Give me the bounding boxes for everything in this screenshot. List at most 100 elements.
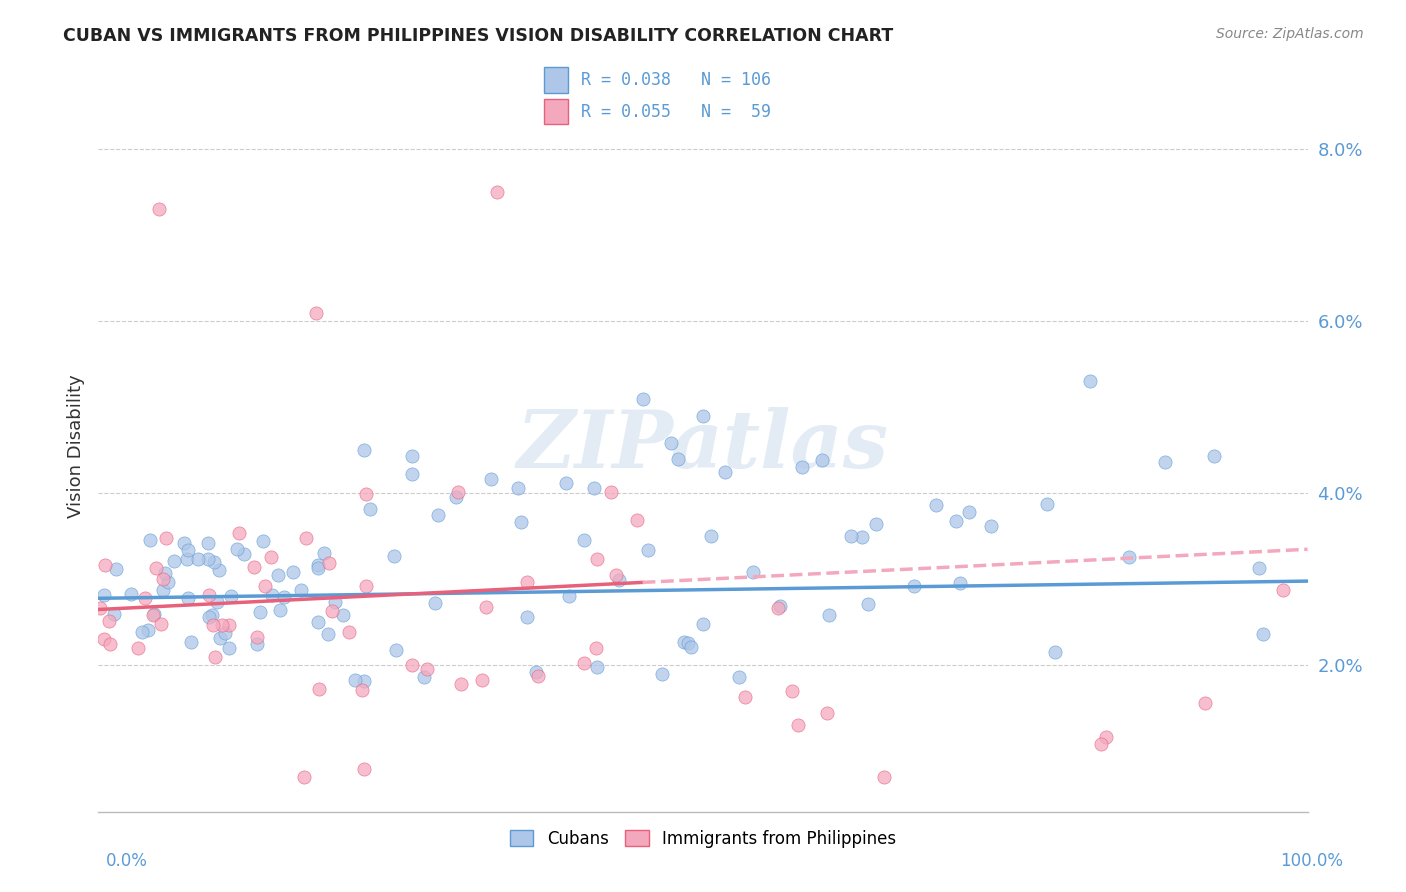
Text: Source: ZipAtlas.com: Source: ZipAtlas.com — [1216, 27, 1364, 41]
Point — [479, 472, 502, 486]
Point — [583, 481, 606, 495]
Point — [354, 487, 377, 501]
Point — [307, 615, 329, 629]
Text: 0.0%: 0.0% — [105, 852, 148, 870]
Point — [510, 516, 533, 530]
Point — [769, 599, 792, 613]
Point — [323, 595, 346, 609]
Point — [423, 596, 446, 610]
Point — [155, 531, 177, 545]
Point — [134, 591, 156, 605]
Point — [177, 543, 200, 558]
Point — [316, 626, 339, 640]
Point — [637, 543, 659, 558]
Legend: Cubans, Immigrants from Philippines: Cubans, Immigrants from Philippines — [503, 823, 903, 855]
Point — [94, 558, 117, 572]
Point — [401, 449, 423, 463]
Point — [1043, 645, 1066, 659]
Point — [1202, 449, 1225, 463]
Point — [98, 614, 121, 628]
Point — [150, 617, 173, 632]
Point — [204, 649, 226, 664]
Point — [1078, 375, 1101, 389]
Point — [253, 579, 276, 593]
Point — [572, 533, 595, 548]
Point — [232, 547, 254, 561]
Point — [218, 641, 240, 656]
Point — [631, 392, 654, 406]
Point — [104, 562, 127, 576]
Point — [742, 565, 765, 579]
Point — [692, 617, 714, 632]
Point — [208, 563, 231, 577]
Point — [574, 657, 596, 671]
Point — [586, 551, 609, 566]
Point — [321, 604, 343, 618]
Point — [676, 636, 699, 650]
Point — [93, 632, 115, 646]
Point — [1247, 561, 1270, 575]
Point — [202, 555, 225, 569]
Point — [249, 605, 271, 619]
Point — [1153, 455, 1175, 469]
Point — [558, 589, 581, 603]
Point — [1090, 737, 1112, 751]
Point — [187, 552, 209, 566]
Point — [714, 466, 737, 480]
Point — [524, 665, 547, 679]
Point — [176, 552, 198, 566]
Point — [600, 485, 623, 500]
Point — [228, 526, 250, 541]
Point — [401, 467, 423, 481]
Text: CUBAN VS IMMIGRANTS FROM PHILIPPINES VISION DISABILITY CORRELATION CHART: CUBAN VS IMMIGRANTS FROM PHILIPPINES VIS… — [63, 27, 894, 45]
Point — [787, 718, 810, 732]
Point — [659, 436, 682, 450]
Point — [700, 529, 723, 543]
Point — [353, 673, 375, 688]
Point — [198, 610, 221, 624]
Point — [679, 640, 702, 654]
Point — [957, 505, 980, 519]
Point — [818, 608, 841, 623]
Point — [585, 641, 607, 656]
Point — [949, 576, 972, 591]
Point — [208, 631, 231, 645]
Point — [1095, 730, 1118, 744]
Point — [384, 549, 406, 564]
Point — [353, 443, 375, 458]
Point — [1253, 627, 1275, 641]
Point — [252, 534, 274, 549]
Point — [225, 541, 247, 556]
Text: 100.0%: 100.0% — [1279, 852, 1343, 870]
Point — [980, 518, 1002, 533]
Point — [810, 453, 832, 467]
Point — [307, 558, 329, 573]
Point — [607, 573, 630, 587]
Point — [307, 561, 329, 575]
Point — [332, 607, 354, 622]
Bar — [544, 67, 568, 93]
Point — [666, 452, 689, 467]
Point — [446, 490, 468, 504]
Point — [605, 568, 627, 582]
Point — [426, 508, 449, 522]
Point — [308, 681, 330, 696]
Point — [103, 607, 125, 621]
Point — [211, 618, 233, 632]
Point — [343, 673, 366, 687]
Point — [312, 546, 335, 560]
Point — [197, 551, 219, 566]
Point — [734, 690, 756, 704]
Point — [89, 600, 111, 615]
Point — [1194, 696, 1216, 710]
Point — [554, 475, 576, 490]
Point — [865, 517, 887, 532]
Point — [157, 574, 180, 589]
Point — [815, 706, 838, 720]
Point — [506, 481, 529, 495]
Point — [673, 635, 696, 649]
Point — [295, 531, 318, 545]
Point — [416, 662, 439, 676]
Point — [385, 643, 408, 657]
Point — [141, 607, 163, 622]
